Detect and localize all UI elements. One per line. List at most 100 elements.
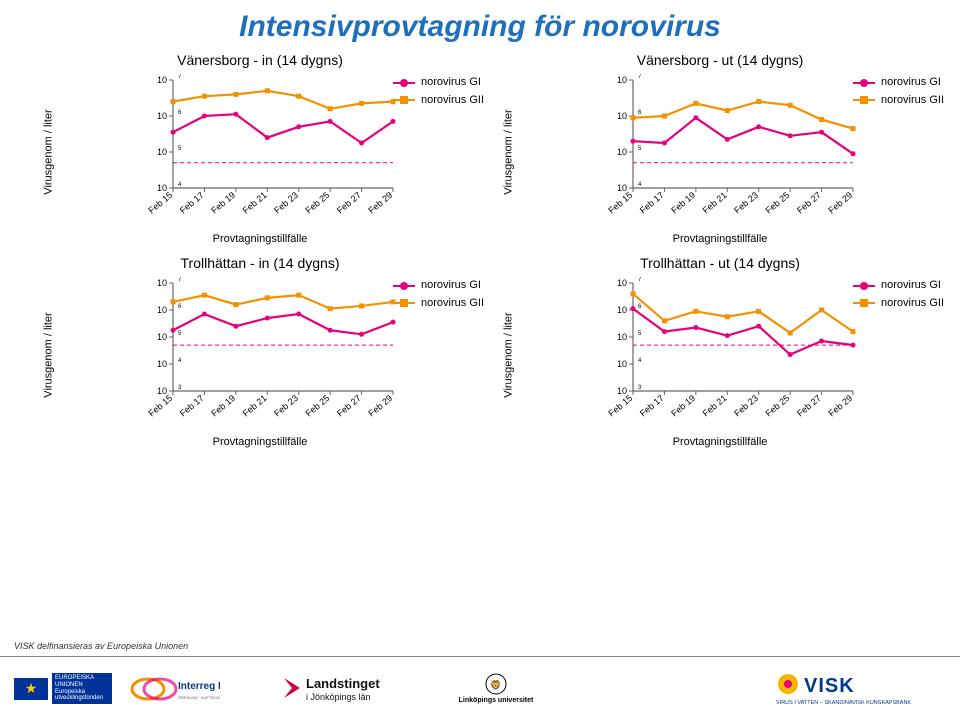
x-axis-label: Provtagningstillfälle [40, 233, 480, 245]
svg-text:Feb 27: Feb 27 [335, 190, 363, 216]
svg-text:4: 4 [178, 358, 182, 364]
svg-text:Linköpings universitet: Linköpings universitet [459, 697, 534, 704]
x-axis-label: Provtagningstillfälle [500, 436, 940, 448]
svg-text:i Jönköpings län: i Jönköpings län [306, 692, 371, 702]
svg-text:10: 10 [157, 305, 167, 315]
svg-text:Feb 21: Feb 21 [241, 393, 269, 419]
svg-text:Feb 27: Feb 27 [795, 190, 823, 216]
landstinget-logo: Landstinget i Jönköpings län [278, 674, 398, 704]
svg-text:Feb 19: Feb 19 [209, 190, 237, 216]
svg-text:Landstinget: Landstinget [306, 676, 380, 691]
svg-text:7: 7 [638, 277, 642, 283]
svg-text:Feb 25: Feb 25 [304, 190, 332, 216]
svg-text:Feb 23: Feb 23 [732, 393, 760, 419]
svg-text:Feb 29: Feb 29 [826, 393, 854, 419]
svg-text:Feb 17: Feb 17 [638, 190, 666, 216]
svg-text:Feb 15: Feb 15 [146, 393, 174, 419]
svg-text:7: 7 [178, 277, 182, 283]
svg-text:6: 6 [638, 110, 642, 116]
legend-item: norovirus GII [853, 92, 944, 110]
svg-text:10: 10 [157, 111, 167, 121]
svg-text:Feb 29: Feb 29 [366, 393, 394, 419]
legend: norovirus GI norovirus GII [393, 74, 484, 109]
x-axis-label: Provtagningstillfälle [500, 233, 940, 245]
svg-text:10: 10 [617, 75, 627, 85]
linkoping-logo: 🦁 Linköpings universitet [446, 672, 546, 706]
legend-item: norovirus GI [393, 74, 484, 92]
svg-text:3: 3 [178, 385, 182, 391]
svg-text:Feb 19: Feb 19 [669, 190, 697, 216]
y-axis-label: Virusgenom / liter [503, 109, 515, 194]
page-title: Intensivprovtagning för norovirus [0, 0, 960, 52]
svg-text:Feb 25: Feb 25 [764, 190, 792, 216]
svg-text:Feb 23: Feb 23 [272, 393, 300, 419]
svg-text:VISK: VISK [804, 675, 855, 697]
svg-text:4: 4 [638, 182, 642, 188]
svg-text:10: 10 [617, 111, 627, 121]
svg-text:Feb 21: Feb 21 [241, 190, 269, 216]
legend-item: norovirus GI [853, 277, 944, 295]
svg-text:10: 10 [617, 278, 627, 288]
visk-logo: VISK VIRUS I VATTEN – SKANDINAVISK KUNSK… [776, 672, 946, 706]
charts-grid: Vänersborg - in (14 dygns) Virusgenom / … [0, 52, 960, 448]
chart-vanersborg-ut: Vänersborg - ut (14 dygns) Virusgenom / … [500, 52, 940, 245]
svg-text:6: 6 [178, 110, 182, 116]
svg-text:Feb 17: Feb 17 [178, 190, 206, 216]
svg-text:Feb 23: Feb 23 [272, 190, 300, 216]
svg-text:Feb 15: Feb 15 [606, 190, 634, 216]
svg-text:10: 10 [617, 332, 627, 342]
legend-label: norovirus GII [881, 295, 944, 313]
svg-text:Feb 17: Feb 17 [178, 393, 206, 419]
footer-note: VISK delfinansieras av Europeiska Unione… [14, 641, 188, 651]
legend-label: norovirus GI [421, 277, 481, 295]
svg-text:ÖRESUND · KATTEGAT · SKAGERRAK: ÖRESUND · KATTEGAT · SKAGERRAK [178, 695, 220, 700]
chart-vanersborg-in: Vänersborg - in (14 dygns) Virusgenom / … [40, 52, 480, 245]
legend-label: norovirus GI [881, 277, 941, 295]
svg-text:10: 10 [617, 359, 627, 369]
svg-text:10: 10 [157, 278, 167, 288]
svg-text:Feb 15: Feb 15 [146, 190, 174, 216]
y-axis-label: Virusgenom / liter [503, 312, 515, 397]
legend-item: norovirus GII [393, 92, 484, 110]
svg-text:5: 5 [638, 146, 642, 152]
svg-text:Feb 27: Feb 27 [335, 393, 363, 419]
legend-label: norovirus GI [881, 74, 941, 92]
svg-text:3: 3 [638, 385, 642, 391]
legend-label: norovirus GII [421, 295, 484, 313]
interreg-logo: Interreg IV A ÖRESUND · KATTEGAT · SKAGE… [130, 675, 220, 703]
svg-text:Feb 25: Feb 25 [764, 393, 792, 419]
chart-title: Vänersborg - ut (14 dygns) [500, 52, 940, 68]
svg-text:Feb 27: Feb 27 [795, 393, 823, 419]
svg-text:7: 7 [638, 74, 642, 80]
legend-label: norovirus GII [421, 92, 484, 110]
svg-text:5: 5 [178, 331, 182, 337]
svg-text:10: 10 [617, 305, 627, 315]
footer: VISK delfinansieras av Europeiska Unione… [0, 656, 960, 720]
svg-text:Feb 29: Feb 29 [826, 190, 854, 216]
chart-trollhattan-ut: Trollhättan - ut (14 dygns) Virusgenom /… [500, 255, 940, 448]
svg-text:10: 10 [157, 332, 167, 342]
svg-text:Feb 21: Feb 21 [701, 190, 729, 216]
svg-text:Feb 23: Feb 23 [732, 190, 760, 216]
legend-item: norovirus GI [853, 74, 944, 92]
chart-title: Vänersborg - in (14 dygns) [40, 52, 480, 68]
svg-text:Feb 15: Feb 15 [606, 393, 634, 419]
svg-text:Feb 21: Feb 21 [701, 393, 729, 419]
svg-text:6: 6 [178, 304, 182, 310]
x-axis-label: Provtagningstillfälle [40, 436, 480, 448]
svg-text:6: 6 [638, 304, 642, 310]
svg-text:Feb 29: Feb 29 [366, 190, 394, 216]
legend-label: norovirus GII [881, 92, 944, 110]
svg-text:7: 7 [178, 74, 182, 80]
svg-text:🦁: 🦁 [490, 679, 501, 690]
svg-text:4: 4 [178, 182, 182, 188]
chart-trollhattan-in: Trollhättan - in (14 dygns) Virusgenom /… [40, 255, 480, 448]
legend: norovirus GI norovirus GII [853, 277, 944, 312]
svg-text:Feb 19: Feb 19 [669, 393, 697, 419]
svg-text:Interreg IV A: Interreg IV A [178, 681, 220, 692]
svg-text:5: 5 [178, 146, 182, 152]
chart-title: Trollhättan - in (14 dygns) [40, 255, 480, 271]
legend: norovirus GI norovirus GII [393, 277, 484, 312]
svg-text:VIRUS I VATTEN – SKANDINAVISK: VIRUS I VATTEN – SKANDINAVISK KUNSKAPSBA… [776, 700, 911, 706]
legend-item: norovirus GI [393, 277, 484, 295]
